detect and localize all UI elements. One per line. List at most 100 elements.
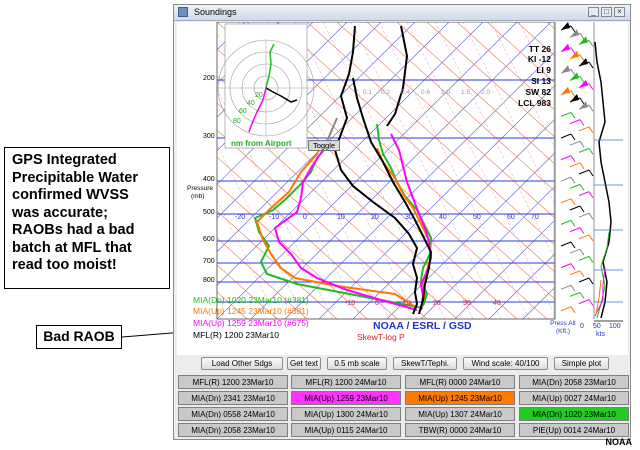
sounding-dew-green [253, 141, 424, 309]
wind-speed-profile-magenta [594, 267, 606, 317]
temp-tick: 60 [507, 214, 515, 221]
sounding-select-button[interactable]: MFL(R) 1200 24Mar10 [291, 375, 401, 389]
callout-line: Precipitable Water [12, 169, 138, 186]
moist-adiabat-lines [217, 22, 555, 319]
minimize-button[interactable]: _ [588, 7, 599, 17]
temp-tick: 50 [473, 214, 481, 221]
temp-tick: -10 [269, 214, 280, 221]
mixing-ratio-label: 0.1 [363, 89, 373, 96]
skewt-diagram [216, 22, 623, 322]
skewt-tephi-button[interactable]: SkewT/Tephi. [393, 357, 457, 370]
callout-line: was accurate; [12, 204, 108, 221]
legend-entry-orange: MIA(Up) 1245 23Mar10 (#381) [193, 306, 309, 316]
mixing-ratio-label: 0.6 [421, 89, 431, 96]
sounding-temp-orange [376, 147, 433, 309]
wind-profile-panel [553, 22, 623, 322]
index-si: SI 13 [531, 76, 551, 86]
wind-speed-profile-green [596, 231, 610, 319]
sounding-dew-magenta [273, 143, 418, 311]
index-ki: KI -12 [527, 54, 551, 64]
explanation-callout: GPS Integrated Precipitable Water confir… [4, 147, 170, 289]
index-li: LI 9 [536, 65, 551, 75]
sounding-select-button[interactable]: MIA(Dn) 2058 23Mar10 [178, 423, 288, 437]
temp-tick-bottom: 10 [403, 300, 411, 307]
wind-axis-tick: 0 [580, 323, 584, 330]
index-lcl: LCL 983 [518, 98, 551, 108]
pressure-tick: 600 [203, 236, 215, 243]
callout-line: confirmed WVSS [12, 187, 129, 203]
noaa-footer-label: NOAA [605, 437, 633, 447]
callout-line: RAOBs had a bad [12, 222, 135, 238]
sounding-temp-magenta [390, 133, 433, 311]
title-bar[interactable]: Soundings _ □ × [174, 5, 630, 21]
sounding-select-button[interactable]: MIA(Up) 0027 24Mar10 [519, 391, 629, 405]
wind-barbs [560, 22, 594, 314]
pressure-axis-unit: (mb) [191, 193, 205, 200]
mixing-ratio-label: 2.0 [481, 89, 491, 96]
pressure-axis-label: Pressure [187, 185, 214, 192]
mixing-ratio-label: 1.0 [441, 89, 451, 96]
hodograph-trace-magenta [248, 87, 267, 133]
skewt-plot-area: 80 60 40 20 nm from Airport Toggle Press… [177, 22, 628, 355]
maximize-button[interactable]: □ [601, 7, 612, 17]
hodograph-trace-green [265, 43, 275, 89]
hodograph-trace-black [265, 87, 298, 103]
soundings-window: Soundings _ □ × [173, 4, 631, 440]
sounding-select-button[interactable]: MIA(Dn) 0558 24Mar10 [178, 407, 288, 421]
app-icon [178, 7, 188, 17]
index-tt: TT 26 [528, 44, 551, 54]
sounding-select-button[interactable]: TBW(R) 0000 24Mar10 [405, 423, 515, 437]
sounding-select-button[interactable]: MIA(Dn) 2341 23Mar10 [178, 391, 288, 405]
temp-tick-bottom: 40 [493, 300, 501, 307]
legend-entry-magenta: MIA(Up) 1259 23Mar10 (#675) [193, 318, 309, 328]
sounding-select-button[interactable]: MIA(Up) 1259 23Mar10 [291, 391, 401, 405]
pressure-tick: 800 [203, 277, 215, 284]
get-text-button[interactable]: Get text [287, 357, 321, 370]
sounding-temp-black [352, 77, 433, 315]
temp-tick: 20 [371, 214, 379, 221]
legend-entry-green: MIA(Dn) 1020 23Mar10 (#381) [193, 295, 309, 305]
hodograph-ring-label: 20 [255, 92, 263, 99]
temp-tick: -20 [235, 214, 246, 221]
sounding-select-button[interactable]: MIA(Up) 1307 24Mar10 [405, 407, 515, 421]
mixing-ratio-label: 0.2 [381, 89, 391, 96]
pressure-tick: 200 [203, 75, 215, 82]
sounding-select-button[interactable]: PIE(Up) 0014 24Mar10 [519, 423, 629, 437]
sounding-select-button[interactable]: MFL(R) 1200 23Mar10 [178, 375, 288, 389]
sounding-select-button[interactable]: MIA(Dn) 2058 23Mar10 [519, 375, 629, 389]
load-other-soundings-button[interactable]: Load Other Sdgs [201, 357, 283, 370]
sounding-select-button[interactable]: MIA(Up) 0115 24Mar10 [291, 423, 401, 437]
temp-tick-bottom: 30 [463, 300, 471, 307]
index-sw: SW 82 [525, 87, 551, 97]
sounding-select-button[interactable]: MFL(R) 0000 24Mar10 [405, 375, 515, 389]
press-alt-label: Press Alt [550, 320, 576, 327]
hodograph-ring-label: 60 [239, 108, 247, 115]
sounding-dew-black [333, 73, 419, 315]
branding-label: NOAA / ESRL / GSD [373, 320, 472, 332]
callout-line: read too moist! [12, 257, 117, 273]
hodograph [217, 23, 315, 149]
hodograph-caption: nm from Airport [231, 139, 292, 148]
temp-tick: 70 [531, 214, 539, 221]
temp-tick: 30 [405, 214, 413, 221]
simple-plot-button[interactable]: Simple plot [554, 357, 609, 370]
temp-tick: 10 [337, 214, 345, 221]
sounding-select-button[interactable]: MIA(Dn) 1020 23Mar10 [519, 407, 629, 421]
press-alt-unit: (Kft.) [555, 328, 571, 335]
sounding-select-button[interactable]: MIA(Up) 1300 24Mar10 [291, 407, 401, 421]
bad-raob-label: Bad RAOB [36, 325, 122, 349]
close-button[interactable]: × [614, 7, 625, 17]
wind-axis-tick: 100 [609, 323, 621, 330]
sounding-dew-black-upper [348, 25, 356, 75]
pressure-tick: 500 [203, 209, 215, 216]
toggle-button[interactable]: Toggle [308, 140, 340, 151]
isobar-lines [217, 79, 555, 303]
temp-tick-bottom: 20 [433, 300, 441, 307]
wind-scale-button[interactable]: Wind scale: 40/100 [463, 357, 548, 370]
mixing-ratio-label: 0.4 [401, 89, 411, 96]
sounding-select-button[interactable]: MIA(Up) 1245 23Mar10 [405, 391, 515, 405]
wind-speed-profile-black [594, 41, 612, 319]
diagram-border [216, 22, 556, 320]
mb-scale-button[interactable]: 0.5 mb scale [327, 357, 387, 370]
wind-axis-tick: 50 [593, 323, 601, 330]
